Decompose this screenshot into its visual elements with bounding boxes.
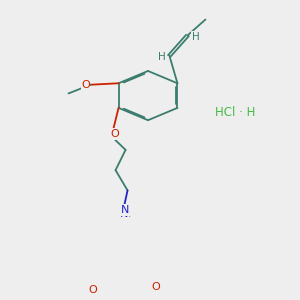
- Text: H: H: [158, 52, 165, 62]
- Text: O: O: [151, 282, 160, 292]
- Text: O: O: [81, 80, 90, 90]
- Text: N: N: [122, 205, 130, 215]
- Text: H: H: [192, 32, 199, 42]
- Text: O: O: [110, 129, 119, 139]
- Text: N: N: [120, 209, 129, 219]
- Text: HCl · H: HCl · H: [215, 106, 255, 119]
- Text: O: O: [88, 285, 97, 296]
